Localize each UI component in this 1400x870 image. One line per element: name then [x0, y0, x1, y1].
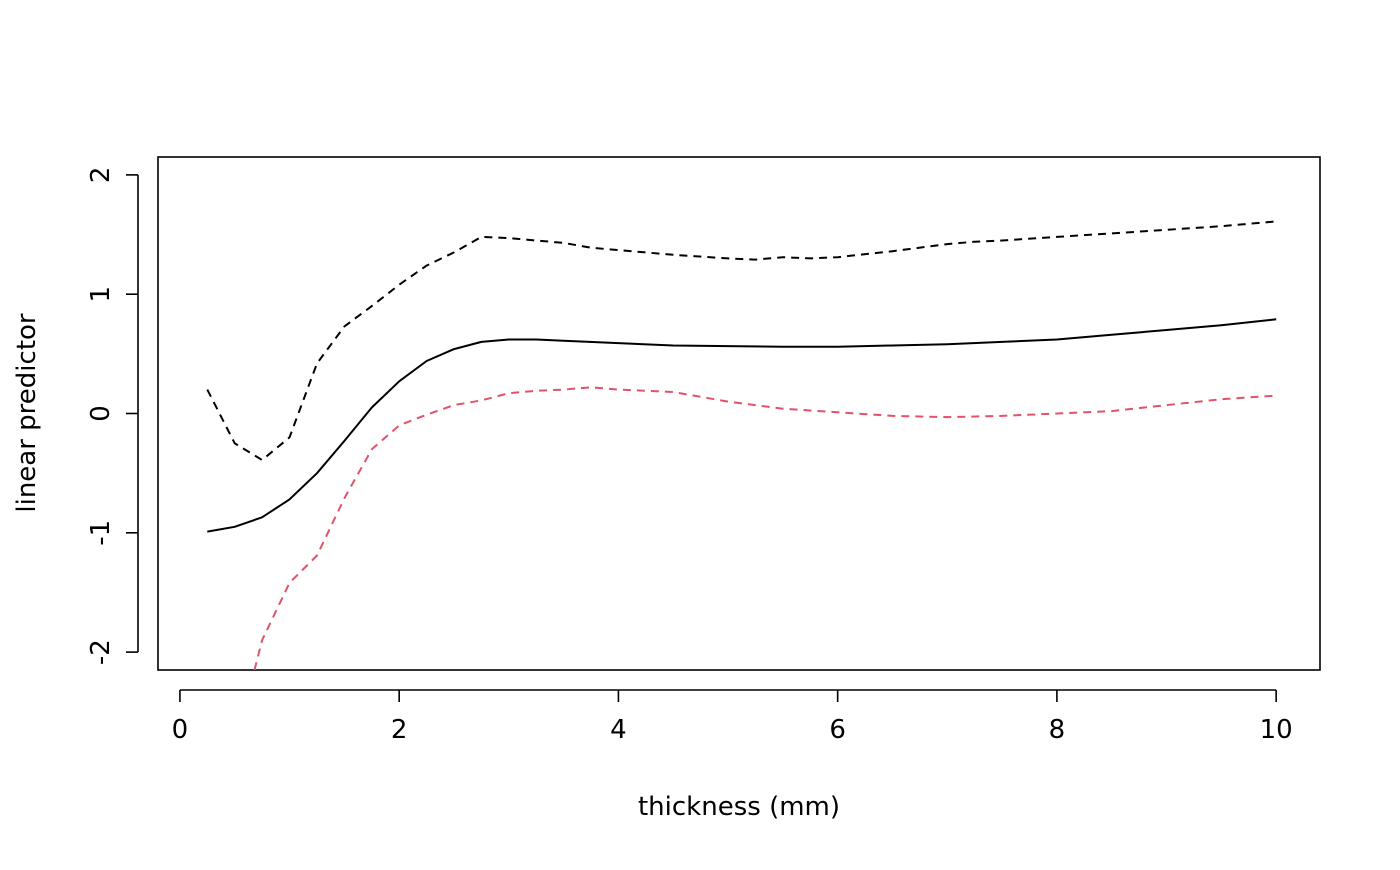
series-line-lower	[253, 386, 1277, 670]
y-tick-label: 1	[86, 286, 116, 303]
series-line-upper	[206, 220, 1277, 461]
x-tick-label: 2	[391, 715, 408, 745]
x-tick-label: 0	[172, 715, 189, 745]
plot-frame	[157, 156, 1321, 671]
x-tick-label: 6	[829, 715, 846, 745]
y-axis: -2 -1 0 1 2	[86, 167, 139, 665]
x-tick-label: 10	[1260, 715, 1293, 745]
x-axis: 0 2 4 6 8 10	[172, 689, 1293, 745]
series-layer	[206, 220, 1277, 670]
y-tick-label: 0	[86, 405, 116, 422]
y-axis-title: linear predictor	[12, 313, 42, 513]
series-line-fit	[207, 318, 1277, 533]
y-tick-label: -2	[86, 639, 116, 665]
x-tick-label: 8	[1049, 715, 1066, 745]
y-tick-label: 2	[86, 167, 116, 184]
x-tick-label: 4	[610, 715, 627, 745]
x-axis-title: thickness (mm)	[638, 792, 840, 822]
y-tick-label: -1	[86, 520, 116, 546]
